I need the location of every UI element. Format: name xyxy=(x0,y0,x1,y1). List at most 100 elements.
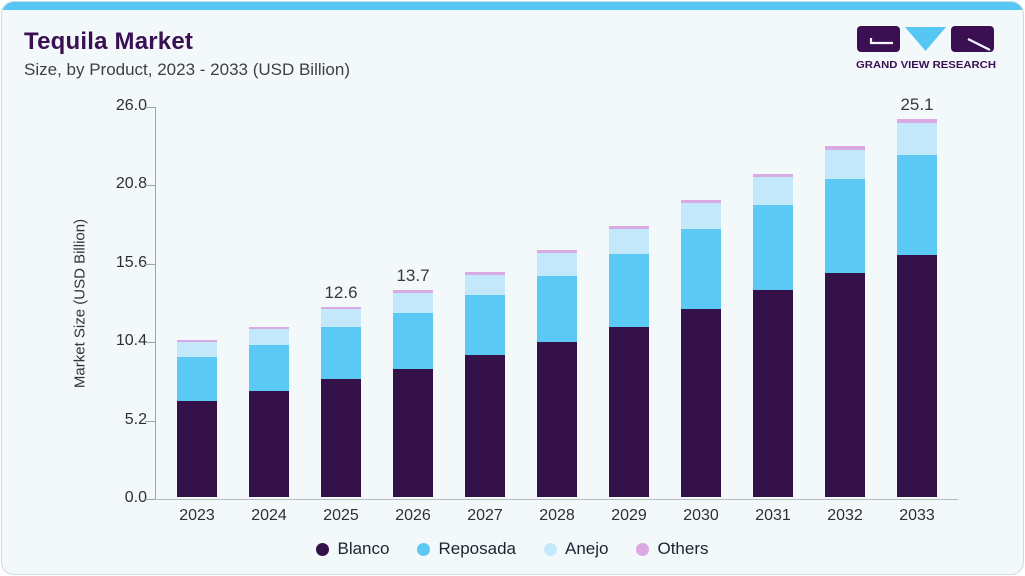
bar-segment-blanco-2023 xyxy=(177,400,217,497)
top-accent-bar xyxy=(2,2,1023,10)
bar-value-label-2033: 25.1 xyxy=(900,94,934,114)
bar-segment-anejo-2027 xyxy=(465,275,505,295)
bar-segment-blanco-2030 xyxy=(681,308,721,497)
y-tick-mark xyxy=(145,185,155,187)
bar-segment-anejo-2030 xyxy=(681,203,721,230)
bar-2032 xyxy=(825,145,865,497)
x-axis-label-2031: 2031 xyxy=(755,507,791,524)
bar-segment-anejo-2023 xyxy=(177,342,217,357)
legend-item-others: Others xyxy=(636,539,709,559)
bar-segment-others-2024 xyxy=(249,326,289,329)
bar-segment-others-2029 xyxy=(609,225,649,229)
bar-segment-blanco-2028 xyxy=(537,341,577,497)
bar-2029 xyxy=(609,225,649,497)
x-axis-label-2025: 2025 xyxy=(323,507,359,524)
x-axis-label-2029: 2029 xyxy=(611,507,647,524)
y-tick-mark xyxy=(145,420,155,422)
x-axis-line xyxy=(155,499,958,500)
bar-segment-anejo-2031 xyxy=(753,177,793,205)
bar-segment-others-2032 xyxy=(825,145,865,150)
others-swatch-icon xyxy=(636,542,650,556)
x-axis-label-2023: 2023 xyxy=(179,507,215,524)
legend-item-anejo: Anejo xyxy=(543,539,609,559)
page-subtitle: Size, by Product, 2023 - 2033 (USD Billi… xyxy=(24,60,350,79)
bar-segment-blanco-2031 xyxy=(753,290,793,497)
bar-segment-reposada-2031 xyxy=(753,204,793,291)
bar-segment-others-2023 xyxy=(177,340,217,343)
bar-segment-others-2027 xyxy=(465,272,505,276)
bar-segment-anejo-2028 xyxy=(537,252,577,277)
bar-segment-reposada-2025 xyxy=(321,326,361,380)
bar-2026 xyxy=(393,290,433,497)
legend-label: Anejo xyxy=(564,539,609,558)
bar-segment-reposada-2032 xyxy=(825,178,865,274)
bar-value-label-2026: 13.7 xyxy=(396,266,430,286)
x-axis-label-2026: 2026 xyxy=(395,507,431,524)
y-tick-label: 0.0 xyxy=(124,489,147,506)
logo-triangle-icon xyxy=(905,27,946,51)
x-axis-label-2033: 2033 xyxy=(899,507,935,524)
bar-segment-others-2026 xyxy=(393,290,433,294)
logo-g-glyph xyxy=(869,38,893,45)
y-tick-label: 10.4 xyxy=(115,332,147,350)
logo-r-glyph xyxy=(967,38,991,51)
y-tick-mark xyxy=(145,342,155,344)
y-tick-mark xyxy=(145,499,155,500)
bar-segment-reposada-2029 xyxy=(609,253,649,327)
bar-2030 xyxy=(681,200,721,497)
legend-item-reposada: Reposada xyxy=(417,539,516,559)
x-axis-label-2028: 2028 xyxy=(539,507,575,524)
bar-segment-others-2031 xyxy=(753,174,793,178)
bar-segment-reposada-2027 xyxy=(465,294,505,356)
bar-2031 xyxy=(753,174,793,497)
y-tick-mark xyxy=(145,107,155,108)
legend-label: Blanco xyxy=(337,539,390,558)
bar-2025 xyxy=(321,307,361,497)
y-axis-line xyxy=(155,107,156,499)
anejo-swatch-icon xyxy=(543,542,557,556)
chart-legend: Blanco Reposada Anejo Others xyxy=(2,539,1023,559)
bar-segment-blanco-2026 xyxy=(393,368,433,497)
bar-segment-others-2030 xyxy=(681,200,721,204)
bar-segment-reposada-2023 xyxy=(177,356,217,401)
bar-segment-reposada-2033 xyxy=(897,154,937,256)
y-axis-title: Market Size (USD Billion) xyxy=(71,218,89,389)
y-tick-label: 26.0 xyxy=(115,97,147,114)
reposada-swatch-icon xyxy=(417,542,431,556)
legend-item-blanco: Blanco xyxy=(316,539,389,559)
bar-2027 xyxy=(465,272,505,497)
bar-value-label-2025: 12.6 xyxy=(324,283,358,303)
bar-segment-reposada-2024 xyxy=(249,344,289,392)
bar-segment-blanco-2033 xyxy=(897,255,937,497)
legend-label: Reposada xyxy=(438,539,516,558)
bar-segment-blanco-2024 xyxy=(249,391,289,497)
grand-view-research-logo: GRAND VIEW RESEARCH xyxy=(856,26,996,71)
bar-segment-others-2025 xyxy=(321,307,361,310)
blanco-swatch-icon xyxy=(316,542,330,556)
bar-2023 xyxy=(177,340,217,497)
bar-segment-anejo-2025 xyxy=(321,309,361,327)
logo-text: GRAND VIEW RESEARCH xyxy=(856,60,996,71)
bar-segment-anejo-2033 xyxy=(897,123,937,155)
bar-segment-anejo-2032 xyxy=(825,149,865,179)
bar-segment-anejo-2024 xyxy=(249,328,289,345)
x-axis-label-2027: 2027 xyxy=(467,507,503,524)
x-axis-label-2030: 2030 xyxy=(683,507,719,524)
bar-segment-others-2033 xyxy=(897,118,937,124)
bar-segment-blanco-2032 xyxy=(825,273,865,497)
x-axis-label-2024: 2024 xyxy=(251,507,287,524)
logo-left-block xyxy=(857,26,900,52)
bar-segment-others-2028 xyxy=(537,249,577,253)
y-tick-label: 20.8 xyxy=(115,175,147,193)
y-tick-label: 15.6 xyxy=(115,253,147,271)
bar-segment-reposada-2026 xyxy=(393,313,433,369)
legend-label: Others xyxy=(657,539,709,558)
bar-segment-reposada-2028 xyxy=(537,276,577,342)
bar-segment-reposada-2030 xyxy=(681,229,721,309)
bar-2033 xyxy=(897,118,937,497)
bar-2028 xyxy=(537,249,577,497)
y-tick-mark xyxy=(145,263,155,265)
y-tick-label: 5.2 xyxy=(124,410,147,428)
bar-segment-blanco-2029 xyxy=(609,326,649,497)
